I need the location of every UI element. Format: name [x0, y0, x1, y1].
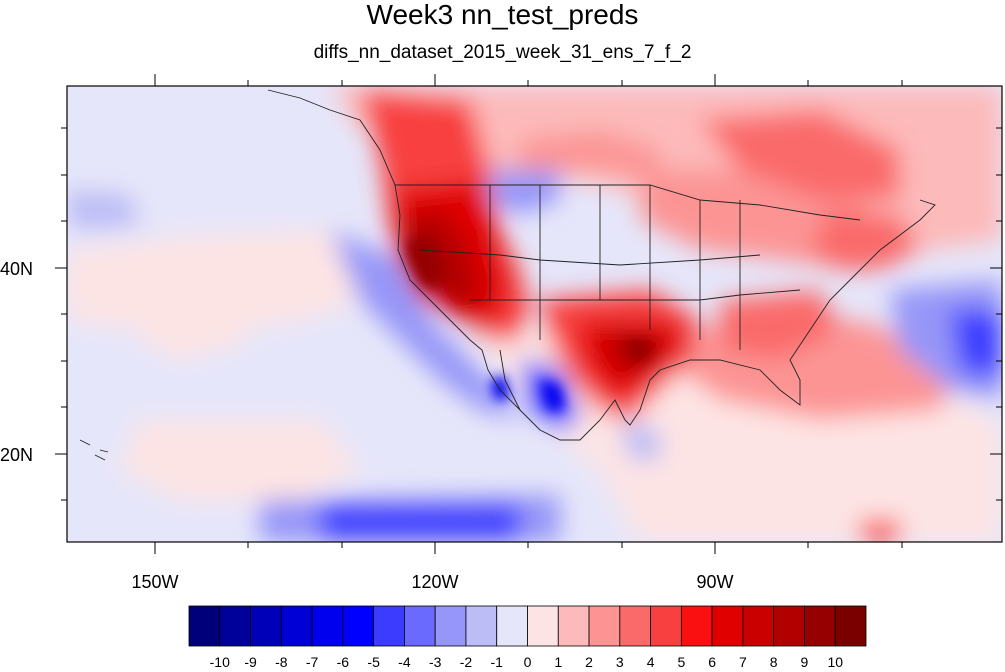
lon-label-120w: 120W — [411, 572, 458, 592]
colorbar-swatch — [342, 605, 375, 647]
colorbar-swatch — [311, 605, 344, 647]
colorbar-label: 10 — [827, 654, 843, 670]
colorbar-label: 5 — [677, 654, 685, 670]
colorbar-label: 8 — [770, 654, 778, 670]
colorbar-label: -4 — [398, 654, 411, 670]
colorbar-swatch — [219, 605, 251, 647]
colorbar-label: -2 — [460, 654, 473, 670]
lat-label-40n: 40N — [0, 259, 33, 279]
colorbar-label: 9 — [801, 654, 809, 670]
lat-label-20n: 20N — [0, 445, 33, 465]
colorbar-label: 3 — [616, 654, 624, 670]
colorbar-swatch — [527, 605, 559, 647]
colorbar-swatch — [557, 605, 590, 647]
colorbar-swatch — [742, 605, 775, 647]
colorbar-swatch — [373, 605, 405, 647]
colorbar-label: 4 — [647, 654, 655, 670]
colorbar-swatch — [588, 605, 621, 647]
colorbar-label: -6 — [337, 654, 350, 670]
colorbar-label: -7 — [306, 654, 319, 670]
map-subtitle: diffs_nn_dataset_2015_week_31_ens_7_f_2 — [313, 42, 692, 63]
colorbar-swatch — [434, 605, 467, 647]
colorbar-label: -3 — [429, 654, 442, 670]
colorbar-swatch — [188, 605, 221, 647]
colorbar-label: -1 — [491, 654, 504, 670]
tick-marks — [55, 74, 1002, 554]
colorbar-swatch — [619, 605, 651, 647]
coastlines — [79, 89, 936, 461]
colorbar-label: -5 — [367, 654, 380, 670]
colorbar-swatch — [250, 605, 282, 647]
colorbar-label: 6 — [708, 654, 716, 670]
lon-label-90w: 90W — [696, 572, 733, 592]
colorbar: -10 -9 -8 -7 -6 -5 -4 -3 -2 -1 0 1 2 3 4 5 6 7 8 9 10 — [188, 605, 867, 670]
colorbar-swatch — [496, 605, 528, 647]
colorbar-label: 7 — [739, 654, 747, 670]
colorbar-swatch — [465, 605, 498, 647]
map-title: Week3 nn_test_preds — [366, 0, 639, 30]
colorbar-label: 2 — [585, 654, 593, 670]
colorbar-swatch — [773, 605, 805, 647]
lon-label-150w: 150W — [131, 572, 178, 592]
colorbar-swatch — [650, 605, 682, 647]
colorbar-label: -9 — [244, 654, 257, 670]
anomaly-shading — [67, 86, 1002, 542]
map-field — [67, 86, 1002, 542]
colorbar-swatch — [834, 605, 867, 647]
colorbar-swatch — [804, 605, 836, 647]
colorbar-label: 0 — [524, 654, 532, 670]
colorbar-swatch — [680, 605, 713, 647]
colorbar-label: -10 — [210, 654, 230, 670]
colorbar-label: 1 — [554, 654, 562, 670]
anomaly-cores — [405, 235, 652, 410]
colorbar-swatch — [711, 605, 744, 647]
colorbar-label: -8 — [275, 654, 288, 670]
colorbar-swatch — [280, 605, 313, 647]
colorbar-swatch — [404, 605, 436, 647]
